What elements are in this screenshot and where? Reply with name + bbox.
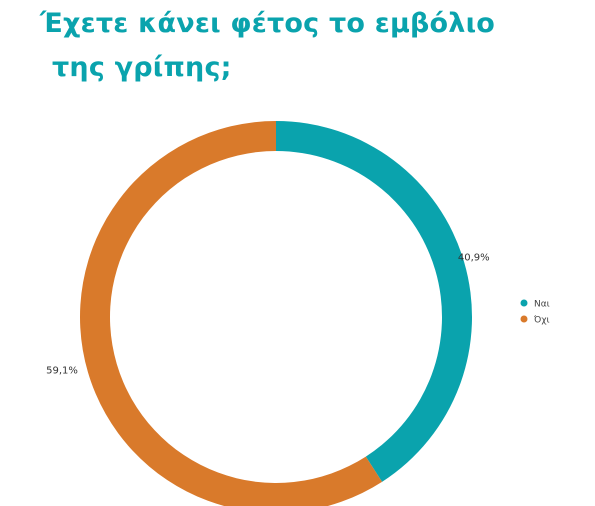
slice-label-1: 40,9% xyxy=(458,253,490,264)
slice-labels: 40,9% 59,1% xyxy=(46,253,490,377)
legend-marker-2 xyxy=(520,315,528,323)
chart-title: Έχετε κάνει φέτος το εμβόλιο της γρίπης; xyxy=(40,2,520,90)
donut-slice-1 xyxy=(276,121,472,482)
legend-marker-1 xyxy=(520,299,528,307)
legend-label-2: Όχι xyxy=(533,315,550,326)
donut-slice-2 xyxy=(80,121,383,506)
slice-label-2: 59,1% xyxy=(46,365,78,376)
chart-title-line1: Έχετε κάνει φέτος το εμβόλιο xyxy=(40,8,496,39)
legend-label-1: Ναι xyxy=(534,300,550,310)
chart-legend: Ναι Όχι xyxy=(520,299,550,326)
donut-slices xyxy=(80,121,472,506)
chart-title-line2: της γρίπης; xyxy=(52,52,232,83)
